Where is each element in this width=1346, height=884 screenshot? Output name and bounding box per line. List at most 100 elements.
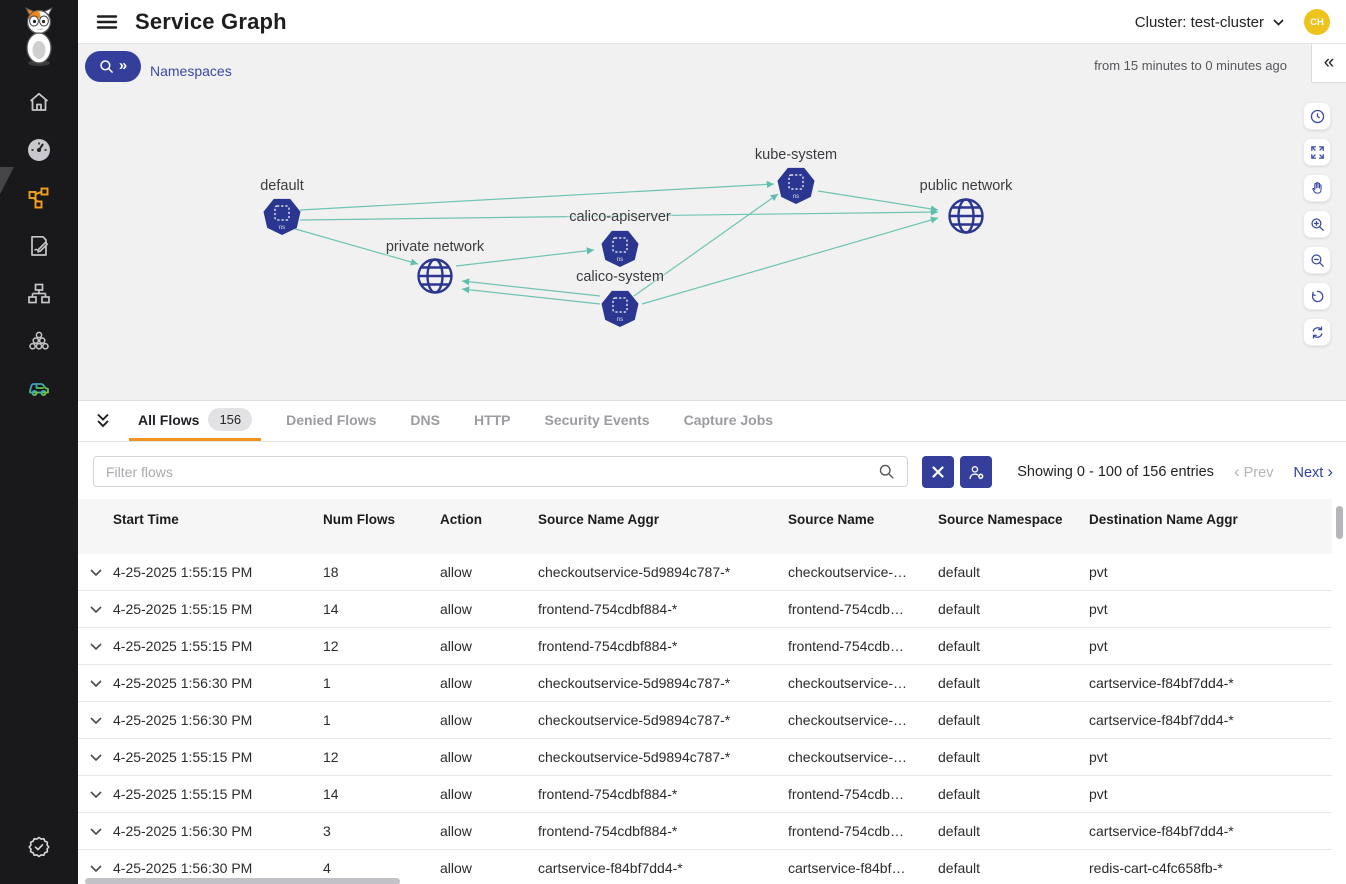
graph-node-private-network[interactable] [415, 256, 455, 296]
verified-badge-icon[interactable] [27, 835, 51, 859]
table-row[interactable]: 4-25-2025 1:55:15 PM 12 allow frontend-7… [78, 628, 1332, 665]
expand-search-icon: » [118, 57, 128, 74]
expand-row-icon[interactable] [89, 568, 102, 577]
refresh-button[interactable] [1303, 318, 1331, 346]
graph-node-default[interactable]: ns [263, 197, 301, 235]
table-row[interactable]: 4-25-2025 1:55:15 PM 14 allow frontend-7… [78, 591, 1332, 628]
time-history-button[interactable] [1303, 102, 1331, 130]
svg-text:ns: ns [617, 257, 623, 263]
tab-capture-jobs[interactable]: Capture Jobs [675, 401, 782, 441]
all-flows-count-badge: 156 [208, 408, 253, 431]
tab-label: HTTP [473, 411, 511, 428]
expand-row-icon[interactable] [89, 642, 102, 651]
sidebar [0, 0, 78, 884]
collapse-flows-icon[interactable] [93, 411, 113, 431]
graph-node-calico-apiserver[interactable]: ns [601, 229, 639, 267]
graph-search-pill[interactable]: » [85, 51, 141, 82]
tab-label: Capture Jobs [683, 411, 774, 428]
pan-hand-button[interactable] [1303, 174, 1331, 202]
flows-table: Start Time Num Flows Action Source Name … [78, 499, 1332, 884]
node-label: default [260, 178, 304, 194]
tab-denied-flows[interactable]: Denied Flows [277, 401, 385, 441]
flows-panel: All Flows 156 Denied Flows DNS HTTP Secu… [78, 400, 1346, 884]
zoom-out-button[interactable] [1303, 246, 1331, 274]
tab-label: All Flows [138, 411, 200, 428]
expand-row-icon[interactable] [89, 864, 102, 873]
tab-security-events[interactable]: Security Events [536, 401, 659, 441]
svg-text:ns: ns [793, 194, 799, 200]
svg-text:ns: ns [279, 225, 285, 231]
calico-cat-logo[interactable] [17, 6, 61, 68]
service-graph-canvas[interactable]: » Namespaces from 15 minutes to 0 minute… [78, 44, 1346, 400]
table-row[interactable]: 4-25-2025 1:55:15 PM 12 allow checkoutse… [78, 739, 1332, 776]
filter-flows-input[interactable] [93, 456, 908, 487]
service-graph-icon-active[interactable] [27, 186, 51, 210]
pagination: Showing 0 - 100 of 156 entries ‹ Prev Ne… [1017, 456, 1333, 488]
col-source-name[interactable]: Source Name [788, 512, 875, 527]
table-row[interactable]: 4-25-2025 1:55:15 PM 18 allow checkoutse… [78, 554, 1332, 591]
tab-all-flows[interactable]: All Flows 156 [129, 401, 262, 441]
expand-row-icon[interactable] [89, 753, 102, 762]
top-bar: Service Graph Cluster: test-cluster CH [78, 0, 1346, 44]
expand-row-icon[interactable] [89, 716, 102, 725]
graph-node-public-network[interactable] [946, 196, 986, 236]
tab-label: DNS [410, 411, 440, 428]
tab-http[interactable]: HTTP [465, 401, 520, 441]
compliance-car-icon[interactable] [27, 376, 51, 400]
hamburger-menu-icon[interactable] [95, 10, 119, 34]
cluster-selector-label: Cluster: test-cluster [1134, 13, 1264, 31]
column-settings-button[interactable] [960, 456, 992, 488]
table-header-row: Start Time Num Flows Action Source Name … [78, 499, 1332, 554]
col-start-time[interactable]: Start Time [113, 512, 179, 527]
table-row[interactable]: 4-25-2025 1:56:30 PM 1 allow checkoutser… [78, 665, 1332, 702]
vertical-scrollbar[interactable] [1336, 506, 1343, 539]
dashboard-gauge-icon[interactable] [27, 138, 51, 162]
col-source-name-aggr[interactable]: Source Name Aggr [538, 512, 660, 527]
reset-undo-button[interactable] [1303, 282, 1331, 310]
expand-row-icon[interactable] [89, 605, 102, 614]
home-icon[interactable] [27, 90, 51, 114]
node-label: kube-system [754, 147, 838, 163]
table-row[interactable]: 4-25-2025 1:56:30 PM 1 allow checkoutser… [78, 702, 1332, 739]
flows-tabs: All Flows 156 Denied Flows DNS HTTP Secu… [78, 401, 1346, 442]
logs-report-icon[interactable] [27, 234, 51, 258]
node-label: private network [385, 239, 485, 255]
cluster-nodes-icon[interactable] [27, 330, 51, 354]
graph-toolbar [1303, 102, 1331, 346]
fit-screen-button[interactable] [1303, 138, 1331, 166]
time-range-label: from 15 minutes to 0 minutes ago [1094, 58, 1287, 73]
expand-row-icon[interactable] [89, 790, 102, 799]
expand-row-icon[interactable] [89, 679, 102, 688]
tab-dns[interactable]: DNS [401, 401, 449, 441]
graph-node-kube-system[interactable]: ns [777, 166, 815, 204]
svg-text:ns: ns [617, 317, 623, 323]
node-label: public network [919, 178, 1013, 194]
col-source-namespace[interactable]: Source Namespace [938, 512, 1063, 527]
node-label: calico-apiserver [569, 209, 671, 225]
node-label: calico-system [576, 269, 664, 285]
col-action[interactable]: Action [440, 512, 482, 527]
zoom-in-button[interactable] [1303, 210, 1331, 238]
tab-label: Denied Flows [286, 411, 377, 428]
network-sitemap-icon[interactable] [27, 282, 51, 306]
user-gear-icon [968, 465, 983, 479]
active-item-notch [0, 167, 14, 194]
table-row[interactable]: 4-25-2025 1:55:15 PM 14 allow frontend-7… [78, 776, 1332, 813]
horizontal-scrollbar[interactable] [85, 878, 400, 884]
cluster-selector[interactable]: Cluster: test-cluster [1135, 14, 1284, 31]
table-row[interactable]: 4-25-2025 1:56:30 PM 3 allow frontend-75… [78, 813, 1332, 850]
prev-page-button[interactable]: ‹ Prev [1233, 462, 1274, 481]
avatar[interactable]: CH [1304, 9, 1330, 35]
close-icon [932, 466, 944, 478]
col-dest-name-aggr[interactable]: Destination Name Aggr [1089, 512, 1238, 527]
expand-row-icon[interactable] [89, 827, 102, 836]
page-title: Service Graph [135, 9, 287, 34]
col-num-flows[interactable]: Num Flows [323, 512, 396, 527]
next-page-button[interactable]: Next › [1293, 462, 1333, 481]
graph-node-calico-system[interactable]: ns [601, 289, 639, 327]
search-icon [100, 60, 113, 73]
collapse-panel-button[interactable]: « [1311, 44, 1346, 83]
tab-label: Security Events [544, 411, 650, 428]
breadcrumb[interactable]: Namespaces [150, 63, 232, 79]
clear-filter-button[interactable] [922, 456, 954, 488]
